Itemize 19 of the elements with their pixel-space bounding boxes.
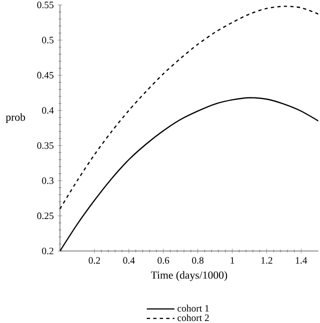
x-tick-label: 1.2	[262, 257, 272, 264]
x-tick-label: 0.4	[123, 257, 135, 264]
x-tick-label: 0.2	[88, 257, 100, 264]
x-tick-label: 1.4	[296, 257, 308, 264]
legend-label: cohort 2	[178, 314, 209, 322]
x-tick-label: 0.6	[158, 257, 170, 264]
y-tick-label: 0.55	[37, 2, 54, 8]
x-tick-label: 0.8	[192, 257, 204, 264]
y-tick-label: 0.4	[42, 107, 54, 114]
y-axis-title: prob	[6, 113, 26, 124]
y-tick-label: 0.45	[37, 72, 54, 79]
y-tick-label: 0.2	[42, 248, 54, 254]
y-tick-label: 0.5	[42, 36, 54, 44]
y-tick-label: 0.35	[37, 142, 54, 149]
x-tick-label: 1	[230, 257, 234, 264]
legend-label: cohort 1	[178, 304, 209, 312]
y-tick-label: 0.3	[42, 177, 54, 184]
y-tick-label: 0.25	[37, 212, 54, 220]
x-axis-title: Time (days/1000)	[151, 271, 228, 282]
